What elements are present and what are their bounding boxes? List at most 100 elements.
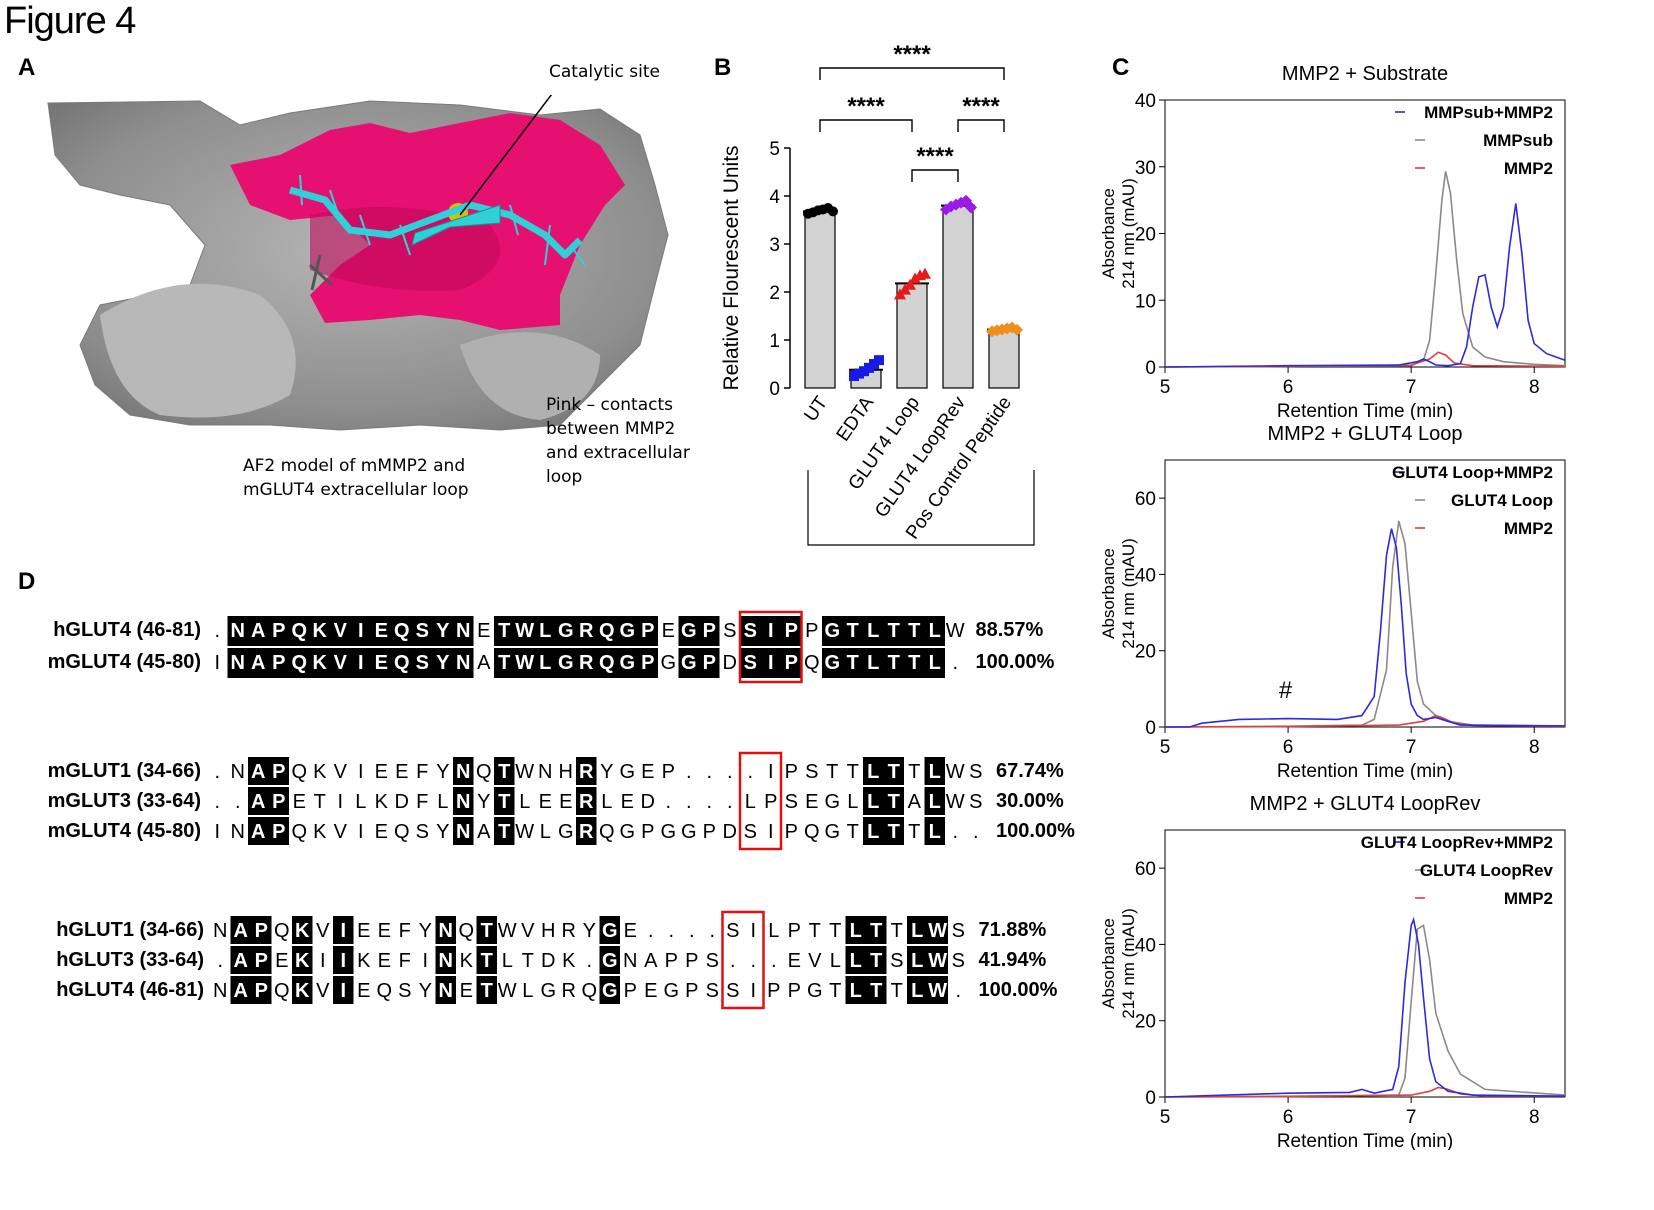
identical-cell bbox=[248, 757, 269, 785]
residue: . bbox=[235, 791, 241, 813]
residue: T bbox=[314, 791, 326, 813]
residue: T bbox=[498, 821, 510, 843]
identical-cell bbox=[251, 946, 272, 974]
chart-title: MMP2 + GLUT4 LoopRev bbox=[1250, 793, 1481, 815]
legend-label: MMPsub bbox=[1483, 131, 1553, 150]
identity-percent: 41.94% bbox=[979, 949, 1047, 971]
identical-cell bbox=[883, 757, 904, 785]
residue: G bbox=[807, 980, 823, 1002]
residue: V bbox=[334, 620, 348, 642]
series-line bbox=[1164, 924, 1566, 1098]
residue: V bbox=[521, 920, 535, 942]
identical-cell bbox=[924, 787, 945, 815]
residue: I bbox=[340, 950, 346, 972]
y-axis-title: 214 nm (mAU) bbox=[1119, 178, 1138, 289]
residue: L bbox=[437, 791, 448, 813]
residue: A bbox=[477, 821, 491, 843]
y-tick-label: 40 bbox=[1135, 91, 1156, 112]
residue: H bbox=[559, 761, 573, 783]
residue: F bbox=[399, 950, 411, 972]
residue: L bbox=[911, 980, 923, 1002]
residue: P bbox=[785, 652, 798, 674]
residue: G bbox=[660, 821, 676, 843]
residue: P bbox=[764, 791, 777, 813]
identical-cell bbox=[907, 916, 928, 944]
residue: Y bbox=[436, 652, 450, 674]
residue: T bbox=[829, 980, 841, 1002]
panel-b-letter: B bbox=[714, 54, 732, 81]
chromatogram-substrate: MMP2 + Substrate 5 6 7 8 0 10 20 30 40 Retention T… bbox=[1099, 63, 1566, 420]
identical-cell bbox=[555, 648, 576, 678]
legend-label: MMP2 bbox=[1504, 519, 1553, 538]
y-axis-title: 214 nm (mAU) bbox=[1119, 538, 1138, 649]
identical-cell bbox=[699, 648, 720, 678]
y-tick-label: 40 bbox=[1135, 935, 1156, 956]
residue: . bbox=[747, 761, 753, 783]
residue: I bbox=[340, 980, 346, 1002]
residue: . bbox=[686, 791, 692, 813]
residue: T bbox=[498, 791, 510, 813]
residue: T bbox=[888, 791, 900, 813]
significance-bracket bbox=[911, 169, 959, 182]
y-tick-label: 3 bbox=[769, 235, 780, 256]
identical-cell bbox=[494, 648, 515, 678]
residue: A bbox=[234, 980, 248, 1002]
identical-cell bbox=[514, 616, 535, 646]
identical-cell bbox=[476, 916, 497, 944]
residue: S bbox=[969, 761, 982, 783]
identical-cell bbox=[535, 616, 556, 646]
residue: Q bbox=[599, 652, 615, 674]
residue: G bbox=[681, 821, 697, 843]
series-line bbox=[1164, 171, 1566, 368]
residue: Q bbox=[274, 920, 290, 942]
residue: D bbox=[723, 821, 737, 843]
residue: T bbox=[847, 652, 859, 674]
identical-cell bbox=[333, 916, 354, 944]
residue: E bbox=[662, 620, 675, 642]
identical-cell bbox=[863, 616, 884, 646]
y-tick-label: 10 bbox=[1135, 291, 1156, 312]
residue: Y bbox=[419, 920, 432, 942]
identical-cell bbox=[576, 787, 597, 815]
residue: G bbox=[540, 980, 556, 1002]
residue: A bbox=[251, 620, 265, 642]
identical-cell bbox=[391, 616, 412, 646]
y-tick-label: 4 bbox=[769, 187, 780, 208]
residue: G bbox=[824, 791, 840, 813]
identical-cell bbox=[268, 787, 289, 815]
residue: T bbox=[481, 980, 493, 1002]
residue: S bbox=[890, 950, 903, 972]
identical-cell bbox=[435, 916, 456, 944]
residue: T bbox=[870, 950, 882, 972]
identical-cell bbox=[740, 648, 761, 678]
residue: K bbox=[295, 980, 310, 1002]
residue: . bbox=[217, 950, 223, 972]
residue: T bbox=[891, 980, 903, 1002]
x-tick-label: 6 bbox=[1283, 737, 1294, 758]
residue: W bbox=[928, 950, 947, 972]
residue: N bbox=[456, 761, 470, 783]
identical-cell bbox=[292, 976, 313, 1004]
residue: Q bbox=[599, 821, 615, 843]
panel-d-letter: D bbox=[18, 568, 36, 595]
residue: W bbox=[946, 791, 965, 813]
residue: K bbox=[460, 950, 474, 972]
residue: S bbox=[952, 920, 965, 942]
x-tick-label: 5 bbox=[1160, 1107, 1171, 1128]
identical-cell bbox=[251, 976, 272, 1004]
residue: S bbox=[805, 761, 818, 783]
residue: Q bbox=[599, 620, 615, 642]
residue: I bbox=[358, 821, 364, 843]
residue: . bbox=[214, 761, 220, 783]
residue: L bbox=[830, 950, 841, 972]
residue: S bbox=[969, 791, 982, 813]
residue: L bbox=[539, 620, 551, 642]
identical-cell bbox=[230, 916, 251, 944]
x-axis-title: Retention Time (min) bbox=[1277, 401, 1453, 420]
residue: . bbox=[686, 761, 692, 783]
residue: L bbox=[850, 950, 862, 972]
identical-cell bbox=[476, 976, 497, 1004]
residue: I bbox=[768, 761, 774, 783]
y-axis-title: Absorbance bbox=[1099, 188, 1118, 279]
identical-cell bbox=[292, 946, 313, 974]
